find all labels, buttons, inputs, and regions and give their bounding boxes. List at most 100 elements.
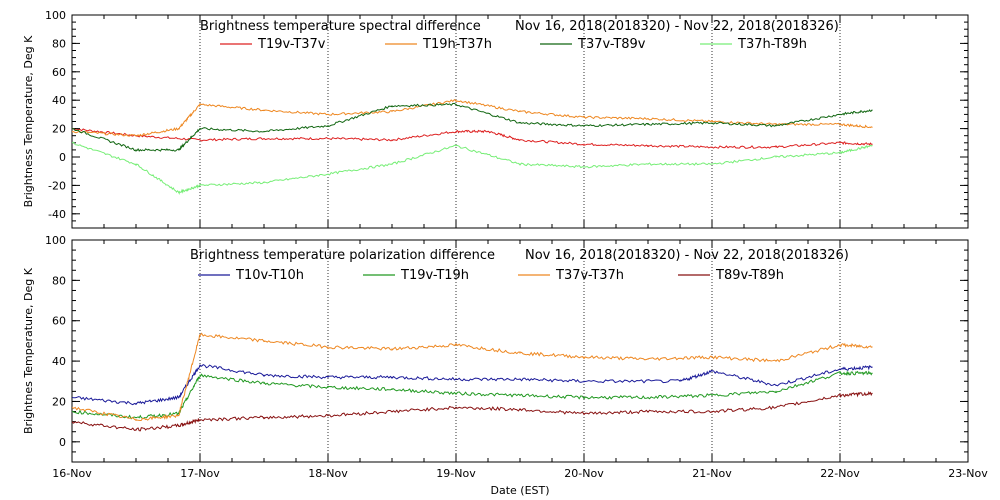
data-point: [839, 123, 841, 125]
data-point: [839, 344, 841, 346]
data-point: [135, 419, 137, 421]
data-point: [199, 103, 201, 106]
data-point: [72, 396, 73, 399]
panel-2: 0 20 40 60 80 100 Brightnes Temperature, Deg K…: [22, 234, 988, 497]
x-tick-label: 19-Nov: [436, 467, 476, 480]
data-point: [647, 396, 649, 399]
data-point: [391, 105, 393, 107]
data-point: [135, 149, 137, 151]
y-tick-label: 0: [59, 436, 66, 449]
legend-label: T89v-T89h: [715, 268, 784, 283]
data-point: [455, 99, 457, 101]
legend-label: T10v-T10h: [235, 268, 304, 283]
y-tick-label: -20: [48, 179, 66, 192]
data-point: [775, 123, 777, 125]
data-point: [199, 374, 201, 376]
data-point: [455, 378, 457, 380]
y-tick-label: 40: [52, 355, 66, 368]
data-point: [263, 130, 265, 133]
data-point: [583, 125, 585, 127]
series-line: [72, 390, 873, 432]
data-point: [583, 166, 585, 168]
series-line: [72, 370, 873, 420]
data-point: [455, 130, 457, 133]
data-point: [711, 356, 713, 358]
y-tick-label: 0: [59, 151, 66, 164]
data-point: [391, 139, 393, 141]
legend-label: T19v-T19h: [400, 268, 469, 283]
data-point: [391, 110, 393, 113]
y-tick-label: -40: [48, 208, 66, 221]
data-point: [775, 156, 777, 158]
y-tick-label: 20: [52, 395, 66, 408]
data-point: [178, 425, 180, 427]
data-point: [647, 145, 649, 147]
data-point: [647, 358, 649, 360]
data-point: [839, 394, 841, 396]
data-point: [871, 392, 873, 394]
data-point: [135, 135, 137, 137]
x-tick-label: 16-Nov: [52, 467, 92, 480]
panel-1: -40 -20 0 20 40 60 80 100 Brightness Temperature…: [22, 9, 969, 229]
data-point: [263, 417, 265, 419]
data-point: [711, 146, 713, 148]
data-point: [135, 402, 137, 405]
data-point: [583, 412, 585, 415]
data-point: [679, 380, 681, 382]
data-point: [711, 122, 713, 124]
x-tick-label: 21-Nov: [692, 467, 732, 480]
data-point: [391, 376, 393, 378]
chart-title: Brightness temperature polarization diff…: [190, 248, 495, 263]
data-point: [327, 113, 329, 115]
data-point: [583, 143, 585, 145]
data-point: [72, 142, 73, 144]
data-point: [519, 394, 521, 396]
data-point: [839, 372, 841, 374]
x-tick-label: 18-Nov: [308, 467, 348, 480]
series-line: [72, 141, 873, 195]
x-axis-label: Date (EST): [490, 484, 549, 497]
data-point: [711, 370, 713, 372]
x-tick-label: 17-Nov: [180, 467, 220, 480]
series-line: [72, 363, 873, 406]
data-point: [775, 360, 777, 362]
data-point: [583, 116, 585, 118]
data-point: [199, 139, 201, 141]
data-point: [263, 382, 265, 384]
chart-title: Brightness temperature spectral differen…: [200, 19, 481, 34]
data-point: [391, 348, 393, 350]
data-point: [583, 356, 585, 358]
data-point: [839, 113, 841, 115]
data-point: [135, 417, 137, 419]
y-tick-label: 80: [52, 37, 66, 50]
data-point: [72, 406, 73, 409]
data-point: [455, 344, 457, 346]
data-point: [871, 109, 873, 111]
data-point: [199, 364, 201, 366]
data-point: [519, 139, 521, 141]
data-point: [199, 184, 201, 186]
data-point: [327, 125, 329, 127]
data-point: [519, 122, 521, 124]
data-point: [519, 352, 521, 354]
data-point: [327, 173, 329, 175]
data-point: [327, 346, 329, 348]
data-point: [871, 366, 873, 368]
data-point: [871, 346, 873, 348]
data-point: [711, 410, 713, 413]
series-line: [72, 128, 873, 149]
data-point: [647, 118, 649, 120]
data-point: [871, 143, 873, 145]
x-tick-label: 23-Nov: [948, 467, 988, 480]
data-point: [519, 110, 521, 113]
data-point: [391, 163, 393, 165]
chart-panels: -40 -20 0 20 40 60 80 100 Brightness Temperature…: [22, 9, 988, 497]
data-point: [775, 146, 777, 148]
data-point: [871, 126, 873, 128]
data-point: [199, 128, 201, 130]
chart-date-range: Nov 16, 2018(2018320) - Nov 22, 2018(201…: [525, 248, 849, 263]
legend-label: T19v-T37v: [257, 37, 326, 52]
legend-label: T37v-T89v: [577, 37, 646, 52]
data-point: [583, 396, 585, 399]
data-point: [199, 334, 201, 336]
